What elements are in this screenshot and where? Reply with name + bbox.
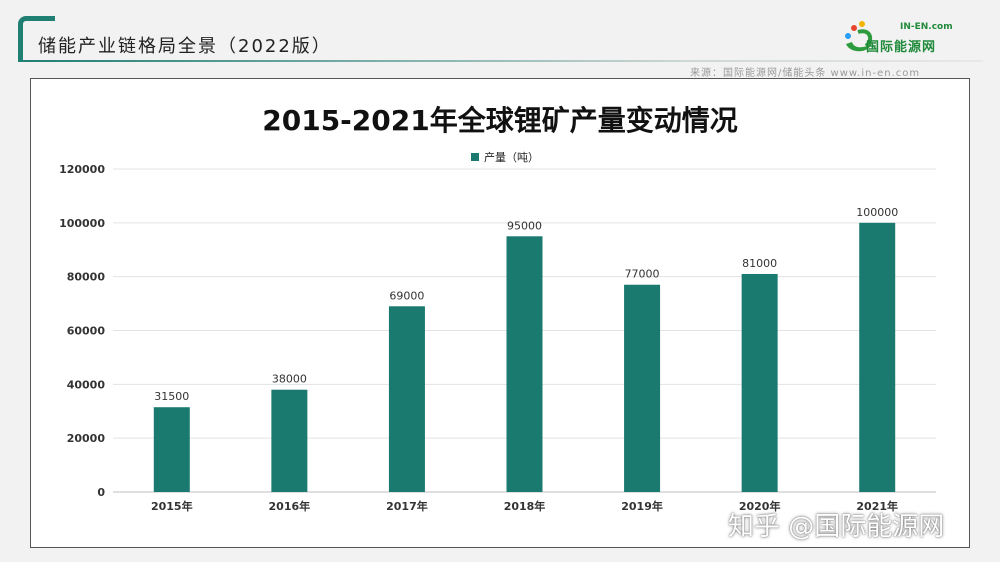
chart-title: 2015-2021年全球锂矿产量变动情况 [262,104,738,137]
data-label: 81000 [742,257,777,270]
bar [388,306,425,492]
x-tick-label: 2021年 [856,499,898,513]
logo-domain-text: IN-EN.com [900,22,953,32]
data-label: 69000 [389,289,424,302]
data-label: 100000 [856,206,898,219]
in-en-logo-icon [845,21,873,52]
logo-name: 国际能源网 [866,40,937,55]
bar [859,222,896,493]
y-tick-label: 0 [97,486,105,499]
x-tick-label: 2015年 [151,499,193,513]
bar [506,236,543,492]
data-label: 38000 [272,373,307,386]
bar-chart: 0 20000 40000 60000 80000 100000 120000 31500 20… [59,163,936,513]
bar [271,389,308,492]
x-tick-label: 2016年 [269,499,311,513]
y-tick-label: 60000 [67,325,106,338]
x-tick-label: 2017年 [386,499,428,513]
bar [741,273,778,492]
x-tick-label: 2020年 [739,499,781,513]
data-label: 95000 [507,219,542,232]
page-title: 储能产业链格局全景（2022版） [38,36,332,57]
y-tick-label: 80000 [67,271,106,284]
data-label: 31500 [154,390,189,403]
x-tick-label: 2018年 [504,499,546,513]
source-note: 来源：国际能源网/储能头条 www.in-en.com [690,68,921,79]
legend-swatch [471,153,479,161]
legend-label: 产量（吨） [484,151,539,164]
bar [153,407,190,492]
watermark: 知乎 @国际能源网 [728,512,945,542]
y-tick-label: 20000 [67,432,106,445]
data-label: 77000 [625,268,660,281]
x-tick-label: 2019年 [621,499,663,513]
y-tick-label: 100000 [59,217,105,230]
chart-frame: 2015-2021年全球锂矿产量变动情况 产量（吨） 0 20000 40000 60… [30,78,970,548]
bar [624,284,661,492]
y-tick-label: 40000 [67,378,106,391]
chart-legend: 产量（吨） [471,149,539,165]
header-accent-bracket [18,16,55,61]
y-tick-label: 120000 [59,163,105,176]
header-divider [18,60,983,62]
